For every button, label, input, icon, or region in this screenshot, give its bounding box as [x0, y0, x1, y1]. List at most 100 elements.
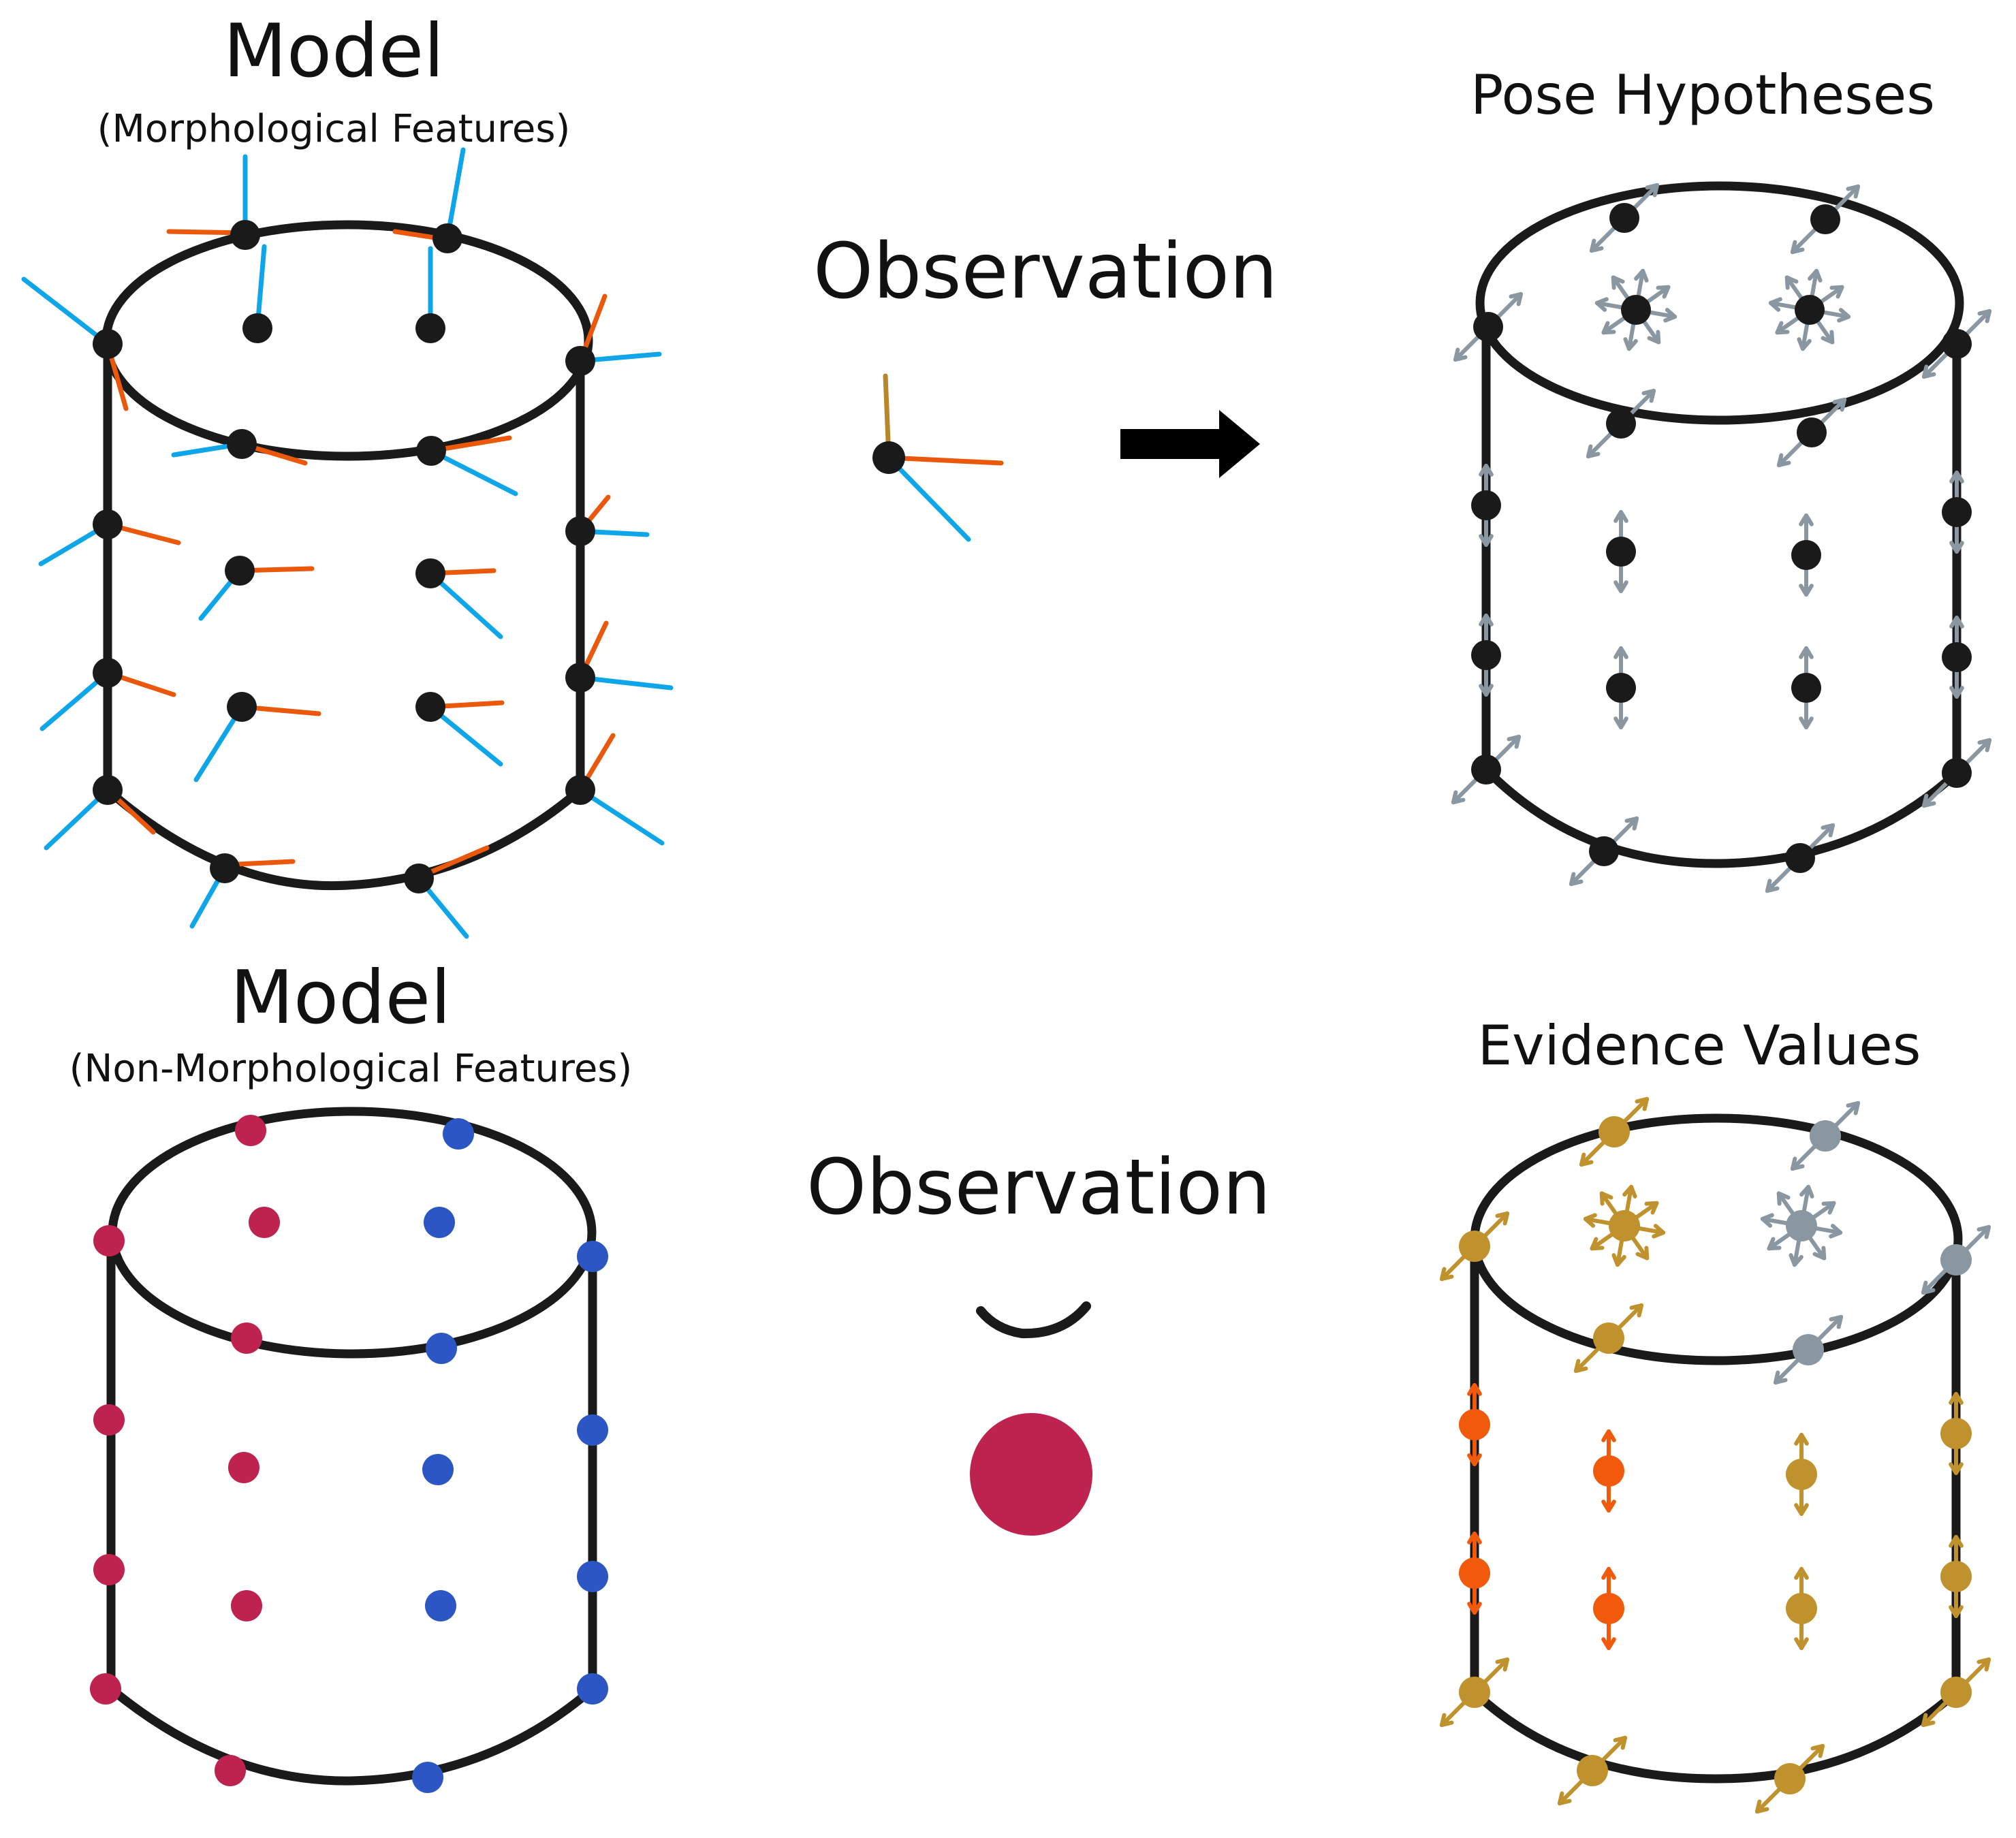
- cylinder-nonmorph-outline: [106, 1107, 597, 1786]
- model-nonmorph-title: Model: [230, 955, 451, 1041]
- observation-normal-line: [886, 455, 971, 542]
- model-feature-point: [93, 658, 123, 688]
- model-feature-point: [93, 509, 123, 539]
- blue-feature-point: [577, 1414, 608, 1446]
- observation-top-title: Observation: [813, 227, 1278, 316]
- model-feature-point: [93, 329, 123, 359]
- model-feature-point: [565, 775, 595, 805]
- evidence-point: [1609, 1210, 1640, 1241]
- red-feature-point: [93, 1554, 125, 1585]
- right-arrow-icon: [1120, 410, 1260, 478]
- model-feature-point: [415, 692, 445, 722]
- cylinder-evidence-outline: [1470, 1113, 1963, 1784]
- blue-feature-point: [577, 1673, 608, 1705]
- hypothesis-point: [1942, 758, 1972, 788]
- model-feature-point: [242, 313, 272, 343]
- red-feature-point: [93, 1404, 125, 1436]
- observation-bottom-title: Observation: [806, 1143, 1271, 1232]
- model-feature-point: [565, 346, 595, 376]
- hypothesis-point: [1471, 640, 1501, 670]
- hypothesis-point: [1606, 409, 1636, 439]
- red-feature-point: [231, 1590, 262, 1621]
- model-morph-subtitle: (Morphological Features): [97, 107, 571, 151]
- cylinder-morph-outline: [101, 220, 593, 891]
- evidence-point: [1593, 1455, 1624, 1487]
- hypothesis-point: [1942, 642, 1972, 672]
- evidence-point: [1593, 1322, 1624, 1354]
- hypothesis-point: [1942, 329, 1972, 359]
- evidence-point: [1786, 1459, 1817, 1490]
- evidence-points: [1459, 1116, 1972, 1794]
- evidence-point: [1940, 1561, 1972, 1592]
- hypothesis-point: [1942, 497, 1972, 527]
- hypothesis-point: [1606, 673, 1636, 703]
- model-feature-point: [93, 775, 123, 805]
- blue-feature-point: [425, 1590, 456, 1621]
- evidence-point: [1593, 1593, 1624, 1624]
- red-feature-point: [249, 1207, 280, 1238]
- curvature-directions: [105, 229, 616, 880]
- evidence-point: [1577, 1755, 1608, 1786]
- hypothesis-point: [1606, 537, 1636, 567]
- red-feature-point: [215, 1755, 246, 1786]
- red-feature-point: [231, 1322, 262, 1354]
- model-feature-point: [227, 429, 257, 459]
- model-feature-point: [404, 863, 434, 893]
- curve-icon: [976, 1301, 1091, 1339]
- model-feature-point: [415, 313, 445, 343]
- evidence-values-title: Evidence Values: [1478, 1014, 1921, 1077]
- blue-feature-point: [422, 1454, 454, 1485]
- pose-hypothesis-arrows: [1451, 183, 1992, 893]
- blue-feature-point: [577, 1241, 608, 1272]
- color-dot-icon: [970, 1413, 1092, 1536]
- blue-feature-point: [424, 1207, 455, 1238]
- model-feature-point: [416, 436, 446, 466]
- evidence-point: [1940, 1418, 1972, 1449]
- blue-feature-point: [426, 1333, 457, 1364]
- model-feature-point: [565, 516, 595, 546]
- observation-point: [872, 441, 905, 474]
- evidence-point: [1459, 1557, 1490, 1589]
- blue-feature-point: [412, 1762, 443, 1793]
- observation-curvature-line: [886, 455, 1004, 466]
- model-feature-point: [415, 558, 445, 588]
- hypothesis-point: [1609, 203, 1639, 233]
- hypothesis-point: [1471, 755, 1501, 785]
- hypothesis-point: [1589, 836, 1619, 866]
- evidence-point: [1459, 1677, 1490, 1708]
- model-feature-point: [565, 663, 595, 693]
- model-nonmorph-subtitle: (Non-Morphological Features): [69, 1047, 633, 1091]
- red-feature-point: [90, 1673, 121, 1705]
- hypothesis-point: [1797, 417, 1827, 447]
- hypothesis-point: [1471, 490, 1501, 520]
- hypothesis-point: [1785, 843, 1815, 873]
- hypothesis-point: [1795, 295, 1825, 325]
- hypothesis-point: [1791, 673, 1821, 703]
- blue-feature-point: [443, 1118, 474, 1150]
- morph-points: [93, 220, 595, 893]
- evidence-point: [1810, 1120, 1841, 1152]
- model-feature-point: [210, 853, 240, 883]
- evidence-point: [1459, 1231, 1490, 1262]
- hypothesis-point: [1621, 295, 1651, 325]
- model-feature-point: [230, 220, 260, 250]
- model-morph-title: Model: [223, 9, 444, 94]
- evidence-point: [1774, 1763, 1806, 1794]
- nonmorph-points: [90, 1115, 608, 1793]
- red-feature-point: [228, 1452, 259, 1483]
- red-feature-point: [93, 1225, 125, 1256]
- pose-hypotheses-title: Pose Hypotheses: [1470, 63, 1935, 127]
- observation-feature: [872, 373, 1004, 542]
- pose-points: [1471, 203, 1972, 873]
- evidence-point: [1786, 1210, 1817, 1241]
- cylinder-pose-outline: [1475, 181, 1964, 868]
- evidence-point: [1786, 1593, 1817, 1624]
- hypothesis-point: [1473, 312, 1503, 342]
- evidence-point: [1793, 1334, 1824, 1365]
- blue-feature-point: [577, 1561, 608, 1592]
- hypothesis-point: [1810, 204, 1840, 234]
- evidence-point: [1598, 1116, 1630, 1147]
- evidence-point: [1940, 1244, 1972, 1275]
